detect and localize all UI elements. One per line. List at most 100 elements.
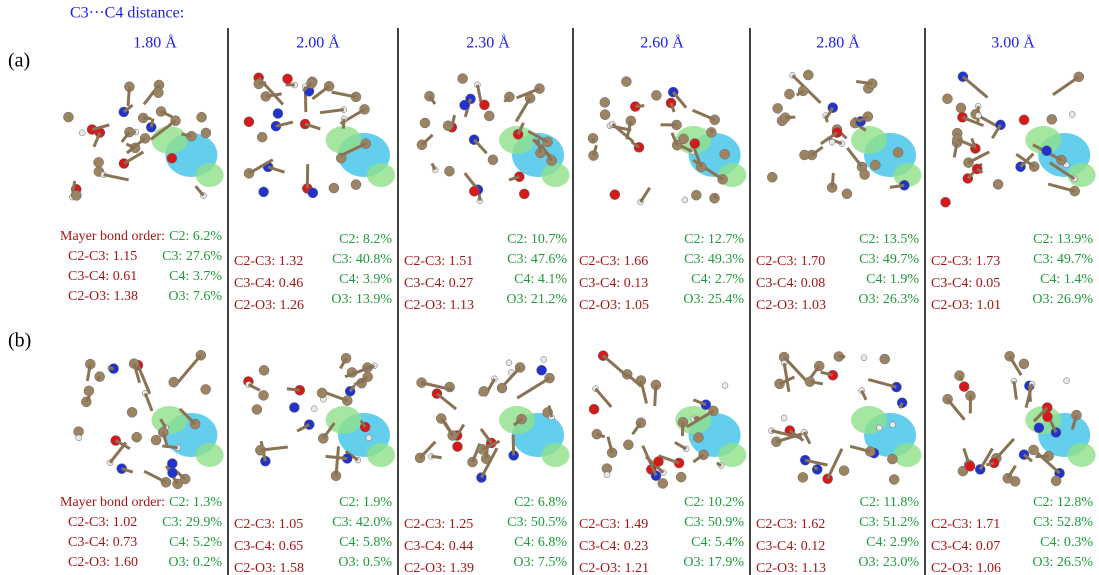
bond-order: C3-C4: 0.46 [234, 276, 303, 291]
atom [839, 466, 849, 476]
atom-contribution: C2: 12.8% [1033, 495, 1093, 510]
atom [244, 117, 254, 127]
atom-contribution: C3: 27.6% [162, 249, 222, 264]
chem-bond [675, 442, 686, 449]
atom-contribution: C4: 5.2% [169, 535, 222, 550]
atom [1069, 111, 1075, 117]
chem-bond [1053, 77, 1079, 95]
atom-contribution: C3: 49.3% [684, 252, 744, 267]
chem-bond [481, 429, 491, 443]
molecule-image [63, 80, 223, 200]
bond-order: C2-C3: 1.66 [579, 254, 648, 269]
orbital-lobe [1068, 163, 1096, 187]
atom [993, 179, 1003, 189]
atom-contribution: O3: 26.3% [858, 292, 919, 307]
atom [693, 433, 703, 443]
chem-bond [312, 86, 329, 99]
orbital-lobe [367, 163, 395, 187]
atom [803, 70, 813, 80]
atom [941, 197, 951, 207]
atom [829, 139, 835, 145]
mayer-label: Mayer bond order: [60, 495, 165, 510]
bond-order: C3-C4: 0.07 [931, 539, 1000, 554]
chem-bond [890, 185, 904, 187]
atom-contribution: C2: 6.2% [169, 229, 222, 244]
atom [259, 390, 269, 400]
atom [452, 442, 462, 452]
atom [311, 406, 317, 412]
atom [767, 172, 777, 182]
atom [259, 187, 269, 197]
bond-order: C2-O3: 1.13 [756, 561, 826, 575]
atom [329, 183, 339, 193]
chem-bond [196, 186, 204, 195]
atom [519, 189, 529, 199]
bond-order: C2-O3: 1.05 [579, 298, 649, 313]
atom [965, 461, 975, 471]
chem-bond [516, 98, 530, 121]
atom-contribution: C4: 3.9% [339, 272, 392, 287]
atom [273, 108, 283, 118]
atom [600, 97, 610, 107]
orbital-lobe [542, 443, 570, 467]
atom [773, 103, 783, 113]
chem-bond [259, 83, 266, 84]
chem-bond [1048, 184, 1075, 191]
atom [589, 404, 599, 414]
bond-order: C3-C4: 0.23 [579, 539, 648, 554]
chem-bond [97, 377, 100, 381]
atom [79, 130, 85, 136]
atom-contribution: O3: 17.9% [683, 555, 744, 570]
molecule-image [417, 74, 570, 204]
atom [153, 88, 163, 98]
distance-label: 2.80 Å [816, 34, 860, 52]
bond-order: C2-C3: 1.70 [756, 254, 825, 269]
atom [676, 472, 686, 482]
atom [201, 128, 211, 138]
atom [169, 377, 179, 387]
atom [880, 354, 890, 364]
bond-order: C3-C4: 0.08 [756, 276, 825, 291]
atom [469, 186, 479, 196]
atom [257, 132, 267, 142]
bond-order: C3-C4: 0.27 [404, 276, 473, 291]
chem-bond [1014, 381, 1017, 399]
chem-bond [437, 394, 456, 409]
atom-contribution: C4: 1.4% [1040, 272, 1093, 287]
atom-contribution: C3: 47.6% [507, 252, 567, 267]
molecule-image [74, 350, 224, 489]
molecule-image [415, 356, 569, 482]
chem-bond [513, 435, 514, 456]
atom-contribution: C3: 49.7% [859, 252, 919, 267]
atom [1019, 359, 1029, 369]
atom [506, 360, 512, 366]
atom [1042, 146, 1052, 156]
atom [890, 422, 896, 428]
chem-bond [784, 363, 789, 392]
chem-bond [596, 389, 612, 407]
atom-contribution: O3: 0.5% [338, 555, 392, 570]
bond-order: C2-O3: 1.03 [756, 298, 826, 313]
atom [889, 474, 899, 484]
atom [127, 407, 137, 417]
chem-bond [814, 467, 817, 469]
atom [484, 111, 494, 121]
atom [1042, 412, 1052, 422]
atom-contribution: O3: 23.0% [858, 555, 919, 570]
atom [720, 149, 730, 159]
atom-contribution: C4: 5.8% [339, 535, 392, 550]
chem-bond [693, 110, 715, 120]
bond-order: C3-C4: 0.13 [579, 276, 648, 291]
distance-label: 3.00 Å [991, 34, 1035, 52]
bond-order: C2-C3: 1.25 [404, 517, 473, 532]
atom-contribution: C4: 3.7% [169, 269, 222, 284]
atom [1034, 423, 1044, 433]
chem-bond [431, 456, 441, 457]
atom [317, 388, 327, 398]
atom [842, 189, 852, 199]
bond-order: C2-C3: 1.02 [68, 515, 137, 530]
header-title: C3···C4 distance: [70, 5, 184, 22]
orbital-lobe [851, 126, 887, 154]
atom [63, 112, 73, 122]
atom-contribution: O3: 13.9% [331, 292, 392, 307]
